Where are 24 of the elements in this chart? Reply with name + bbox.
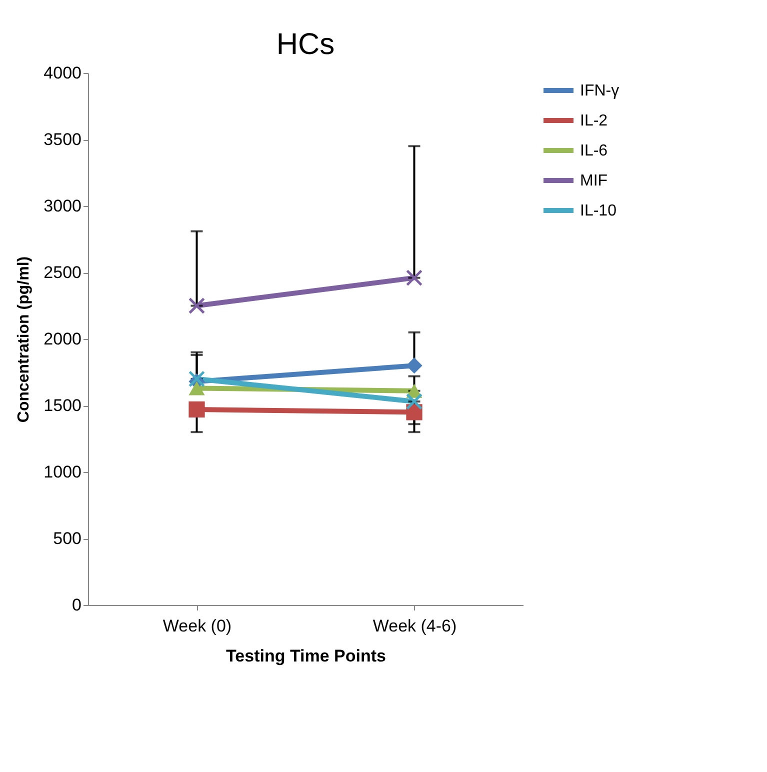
y-tick-label: 3000 [44,196,82,216]
y-tick-label: 1500 [44,396,82,415]
point [406,358,422,374]
y-axis-title: Concentration (pg/ml) [16,256,33,423]
x-tick-label: Week (4-6) [372,616,457,636]
legend-label: IL-2 [580,112,608,130]
y-tick-label: 2000 [44,330,82,348]
legend-label: IL-6 [580,142,608,160]
x-tick-label: Week (0) [162,616,232,636]
y-tick-label: 3500 [44,130,82,149]
point [406,270,423,286]
legend-label: IFN-γ [580,82,620,100]
point [188,401,205,418]
legend-label: IL-10 [580,202,617,220]
y-tick-label: 1000 [44,462,82,482]
y-tick-label: 500 [53,529,82,548]
point [406,393,423,410]
y-tick-label: 4000 [44,64,82,82]
point [188,297,206,314]
chart-title: HCs [276,28,335,61]
y-tick-label: 2500 [44,263,82,282]
x-axis-title: Testing Time Points [226,646,386,666]
y-tick-label: 0 [72,596,82,614]
legend-label: MIF [580,172,608,190]
